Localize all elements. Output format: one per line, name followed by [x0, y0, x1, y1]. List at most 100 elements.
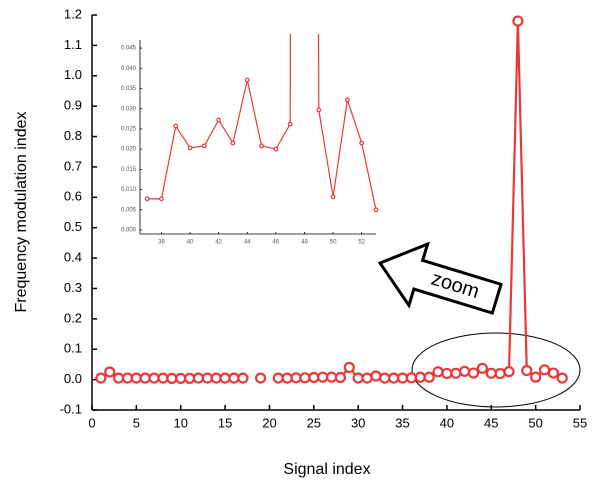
marker [175, 372, 187, 384]
marker [139, 372, 151, 384]
x-tick-label: 44 [244, 240, 251, 246]
x-tick-label: 38 [158, 240, 165, 246]
marker [148, 372, 160, 384]
marker [379, 372, 391, 384]
y-tick-label: 0.030 [121, 106, 137, 112]
y-tick-label: 0.1 [64, 341, 82, 356]
x-tick-label: 40 [187, 240, 194, 246]
y-tick-label: 1.0 [64, 67, 82, 82]
y-tick-label: 0.005 [121, 207, 137, 213]
marker [352, 372, 364, 384]
marker [230, 140, 236, 146]
marker [287, 121, 293, 127]
marker [121, 372, 134, 384]
y-tick-label: -0.1 [60, 401, 82, 416]
y-tick-label: 1.1 [64, 37, 82, 52]
x-tick-label: 40 [440, 415, 454, 430]
y-tick-label: 0.040 [121, 66, 137, 72]
zoom-arrow [377, 241, 503, 315]
line [147, 34, 377, 210]
y-tick-label: 0.0 [64, 371, 82, 386]
marker [538, 364, 551, 376]
marker [308, 371, 320, 384]
marker [317, 371, 329, 383]
marker [414, 371, 426, 383]
marker [503, 366, 515, 378]
marker [359, 140, 365, 146]
marker [441, 367, 453, 380]
x-tick-label: 0 [88, 415, 95, 430]
marker [173, 123, 179, 129]
marker [187, 145, 193, 151]
marker [334, 371, 347, 384]
x-axis-title: Signal index [283, 461, 370, 478]
marker [423, 371, 435, 383]
y-tick-label: 0.7 [64, 158, 82, 173]
marker [373, 207, 379, 213]
x-tick-label: 52 [358, 240, 365, 246]
marker [254, 372, 267, 384]
marker [237, 372, 249, 384]
y-tick-label: 0.9 [64, 98, 82, 113]
marker [159, 196, 164, 202]
plot [95, 15, 568, 384]
marker [228, 372, 240, 384]
x-tick-label: 42 [215, 240, 222, 246]
x-tick-label: 10 [173, 415, 187, 430]
y-tick-label: 0.035 [121, 86, 137, 92]
marker [157, 372, 169, 384]
marker [556, 372, 568, 384]
marker [184, 372, 196, 384]
marker [299, 372, 311, 384]
x-tick-label: 25 [307, 415, 321, 430]
marker [547, 367, 559, 379]
x-tick-label: 46 [273, 240, 280, 246]
marker [219, 372, 231, 384]
marker [388, 372, 400, 384]
y-tick-label: 0.045 [121, 46, 137, 52]
marker [485, 367, 497, 379]
marker [201, 372, 213, 384]
x-tick-label: 20 [262, 415, 276, 430]
marker [512, 15, 524, 27]
marker [343, 361, 355, 374]
marker [450, 367, 462, 379]
y-tick-label: 0.5 [64, 219, 82, 234]
marker [216, 117, 222, 123]
x-tick-label: 35 [395, 415, 409, 430]
marker [459, 365, 471, 377]
x-tick-label: 45 [484, 415, 498, 430]
y-tick-label: 0.4 [64, 250, 82, 265]
marker [201, 143, 207, 149]
x-tick-label: 30 [351, 415, 365, 430]
marker [166, 372, 178, 384]
marker [259, 143, 264, 149]
marker [325, 371, 338, 383]
y-tick-label: 0.010 [121, 187, 137, 193]
marker [361, 372, 373, 384]
marker [494, 367, 506, 380]
marker [95, 372, 107, 384]
marker [130, 372, 142, 384]
marker [530, 371, 542, 383]
y-tick-label: 0.025 [121, 126, 137, 132]
marker [316, 107, 322, 113]
marker [476, 362, 488, 374]
marker [370, 370, 382, 382]
y-tick-label: 0.2 [64, 310, 82, 325]
y-tick-label: 1.2 [64, 6, 82, 21]
x-tick-label: 5 [133, 415, 140, 430]
x-tick-label: 48 [301, 240, 308, 246]
marker [467, 367, 480, 379]
inset: 0.000 0.005 0.010 0.015 0.020 0.025 0.030 0.035… [121, 34, 379, 246]
marker [521, 364, 533, 377]
marker [432, 366, 444, 378]
x-tick-label: 55 [573, 415, 587, 430]
marker [273, 146, 279, 152]
marker [405, 372, 418, 384]
marker [113, 372, 125, 384]
y-tick-label: 0.000 [121, 228, 137, 234]
marker [396, 372, 409, 384]
y-tick-label: 0.3 [64, 280, 82, 295]
